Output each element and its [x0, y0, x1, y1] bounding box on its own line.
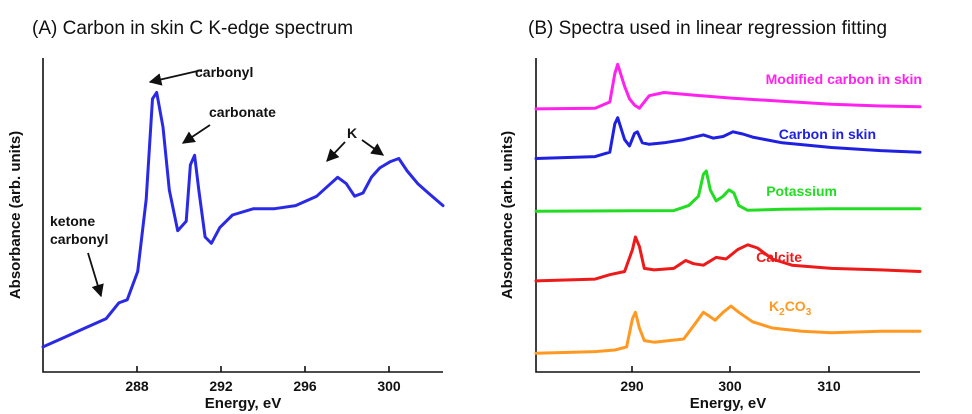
annotation-arrow: [361, 139, 385, 156]
annotation-arrow: [148, 69, 203, 86]
panel-b-tick-label: 310: [817, 378, 841, 394]
panel-b-tick-label: 290: [620, 378, 644, 394]
panel-b-series-group: [534, 62, 922, 355]
panel-b-series-line-k2co3: [534, 304, 922, 355]
panel-a-series-line: [41, 91, 445, 349]
annotation-arrow: [87, 252, 104, 298]
series-label-modified-carbon: Modified carbon in skin: [766, 71, 922, 87]
panel-a-axes: [42, 58, 443, 373]
panel-a: (A) Carbon in skin C K-edge spectrum 288…: [7, 18, 445, 412]
annotation-arrow: [181, 124, 211, 144]
panel-a-tick-label: 292: [209, 378, 233, 394]
panel-b-ylabel: Absorbance (arb. units): [499, 131, 516, 299]
annotation-carbonyl: carbonyl: [195, 64, 253, 80]
panel-a-title: (A) Carbon in skin C K-edge spectrum: [32, 18, 353, 39]
panel-b-title: (B) Spectra used in linear regression fi…: [528, 18, 887, 39]
panel-b-xlabel: Energy, eV: [690, 395, 766, 412]
panel-a-tick-label: 288: [125, 378, 149, 394]
annotation-arrow: [326, 141, 346, 162]
annotation-k: K: [347, 125, 357, 141]
panel-b-series-line-carbon-in-skin: [534, 116, 922, 160]
series-label-potassium: Potassium: [766, 183, 837, 199]
k2co3-co: CO: [785, 298, 806, 314]
annotation-ketone-carbonyl: carbonyl: [50, 231, 108, 247]
panel-a-xlabel: Energy, eV: [205, 395, 281, 412]
panel-b-axes: [535, 58, 920, 373]
panel-a-tick-label: 296: [293, 378, 317, 394]
k2co3-sub-2: 2: [779, 307, 785, 318]
panel-b-series-line-calcite: [534, 235, 922, 283]
annotation-ketone: ketone: [50, 213, 95, 229]
panel-b-tick-label: 300: [718, 378, 742, 394]
panel-a-ylabel: Absorbance (arb. units): [7, 131, 24, 299]
k2co3-k: K: [769, 298, 779, 314]
k2co3-sub-3: 3: [806, 307, 812, 318]
panel-b-xticks: 290 300 310: [620, 366, 841, 394]
series-label-calcite: Calcite: [756, 249, 802, 265]
series-label-k2co3: K2CO3: [769, 298, 812, 318]
annotation-carbonate: carbonate: [209, 104, 276, 120]
panel-b: (B) Spectra used in linear regression fi…: [499, 18, 922, 412]
panel-b-series-line-potassium: [534, 169, 922, 213]
panel-a-xticks: 288 292 296 300: [125, 366, 401, 394]
series-label-carbon-in-skin: Carbon in skin: [779, 126, 876, 142]
panel-a-tick-label: 300: [377, 378, 401, 394]
panel-b-series-line-modified-carbon: [534, 62, 922, 111]
